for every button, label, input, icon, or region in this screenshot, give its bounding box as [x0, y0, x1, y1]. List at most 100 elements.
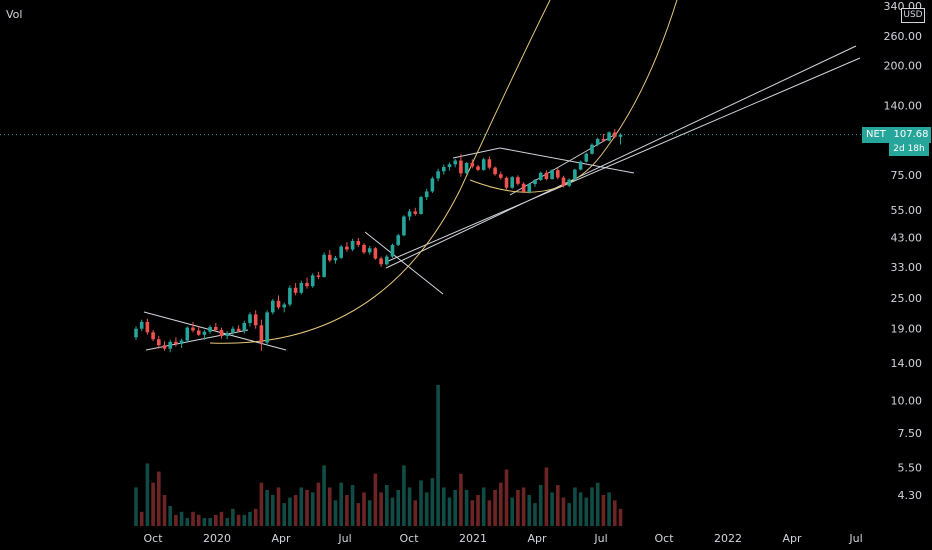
candle-body [618, 134, 623, 137]
time-axis[interactable]: Oct 2020 Apr Jul Oct 2021 Apr Jul Oct 2022 Apr Jul [143, 532, 862, 545]
candle-body [202, 331, 207, 335]
volume-bar [316, 482, 321, 526]
price-tick-label: 5.50 [898, 461, 923, 474]
volume-indicator-label[interactable]: Vol [6, 8, 23, 21]
candle-body [413, 211, 418, 214]
candle [185, 326, 190, 342]
candle-body [379, 258, 383, 265]
candle-body [538, 172, 543, 180]
volume-bar [179, 511, 184, 526]
candle [573, 168, 577, 181]
candle [208, 325, 212, 334]
candle-body [493, 167, 497, 175]
candle [139, 319, 144, 332]
volume-bar [367, 500, 372, 526]
candle-body [453, 160, 457, 165]
candle-body [373, 248, 378, 259]
candle-body [185, 327, 190, 341]
candle-body [601, 138, 606, 141]
candle-body [316, 275, 321, 277]
candle [248, 312, 252, 327]
volume-bar [276, 487, 281, 526]
candle [345, 242, 349, 252]
candle-body [578, 161, 583, 170]
volume-bar [613, 500, 617, 526]
candle-body [385, 256, 389, 265]
candle-body [533, 179, 537, 185]
time-tick-label: Oct [143, 532, 163, 545]
time-tick-label: 2020 [203, 532, 231, 545]
candle [373, 247, 378, 260]
candle [504, 176, 509, 190]
volume-bar [385, 485, 389, 526]
volume-bar [328, 487, 332, 526]
currency-badge[interactable]: USD [901, 8, 925, 23]
volume-bar [533, 503, 537, 526]
candle-body [419, 197, 423, 214]
candle-body [151, 332, 155, 340]
candle [322, 252, 326, 278]
volume-bar [145, 463, 150, 526]
price-tick-label: 260.00 [884, 30, 923, 43]
volume-bar [459, 473, 463, 526]
volume-bar [601, 495, 606, 526]
candle-body [282, 304, 286, 308]
volume-bar [504, 469, 509, 526]
trendline [143, 311, 287, 351]
time-tick-label: Apr [271, 532, 291, 545]
volume-bar [521, 487, 526, 526]
candle-body [310, 275, 315, 287]
candle [613, 129, 617, 139]
candle [385, 254, 389, 266]
candle [202, 329, 207, 340]
candle-body [259, 325, 264, 343]
volume-bar [185, 518, 190, 526]
parabolic-arc [209, 0, 551, 344]
price-tick-label: 200.00 [884, 59, 923, 72]
volume-bar [464, 489, 469, 526]
candle [476, 164, 480, 172]
volume-bar [139, 511, 144, 526]
price-tick-label: 55.00 [891, 204, 923, 217]
candle [162, 341, 167, 351]
candle [430, 176, 435, 193]
time-tick-label: Jul [593, 532, 607, 545]
candle [174, 337, 178, 347]
candle [333, 255, 338, 264]
candle [214, 323, 218, 332]
volume-bar [390, 497, 395, 526]
candle-body [396, 235, 400, 245]
candle [447, 162, 452, 171]
candle [299, 280, 304, 295]
candle [390, 243, 395, 258]
volume-bar [271, 495, 275, 526]
candle-body [219, 329, 224, 337]
candle [516, 175, 520, 186]
candle [510, 176, 514, 189]
volume-bar [436, 384, 440, 526]
volume-bar [453, 489, 457, 526]
candle [191, 321, 195, 333]
volume-bars [134, 384, 623, 526]
candle [590, 143, 594, 155]
volume-bar [516, 489, 520, 526]
volume-bar [242, 514, 247, 526]
volume-bar [550, 492, 554, 526]
candle-body [527, 184, 532, 192]
candle [470, 159, 475, 169]
candle [339, 244, 343, 260]
volume-bar [174, 514, 178, 526]
price-axis[interactable]: 340.00260.00200.00140.0075.0055.0043.003… [884, 0, 923, 502]
volume-bar [350, 485, 355, 526]
trendline [364, 231, 444, 295]
trendline [385, 45, 857, 269]
candle-body [236, 328, 241, 332]
volume-bar [544, 467, 549, 526]
volume-bar [151, 482, 155, 526]
candle [396, 233, 400, 247]
time-tick-label: Apr [782, 532, 802, 545]
time-tick-label: Oct [654, 532, 674, 545]
candle [561, 175, 566, 188]
volume-bar [493, 489, 497, 526]
